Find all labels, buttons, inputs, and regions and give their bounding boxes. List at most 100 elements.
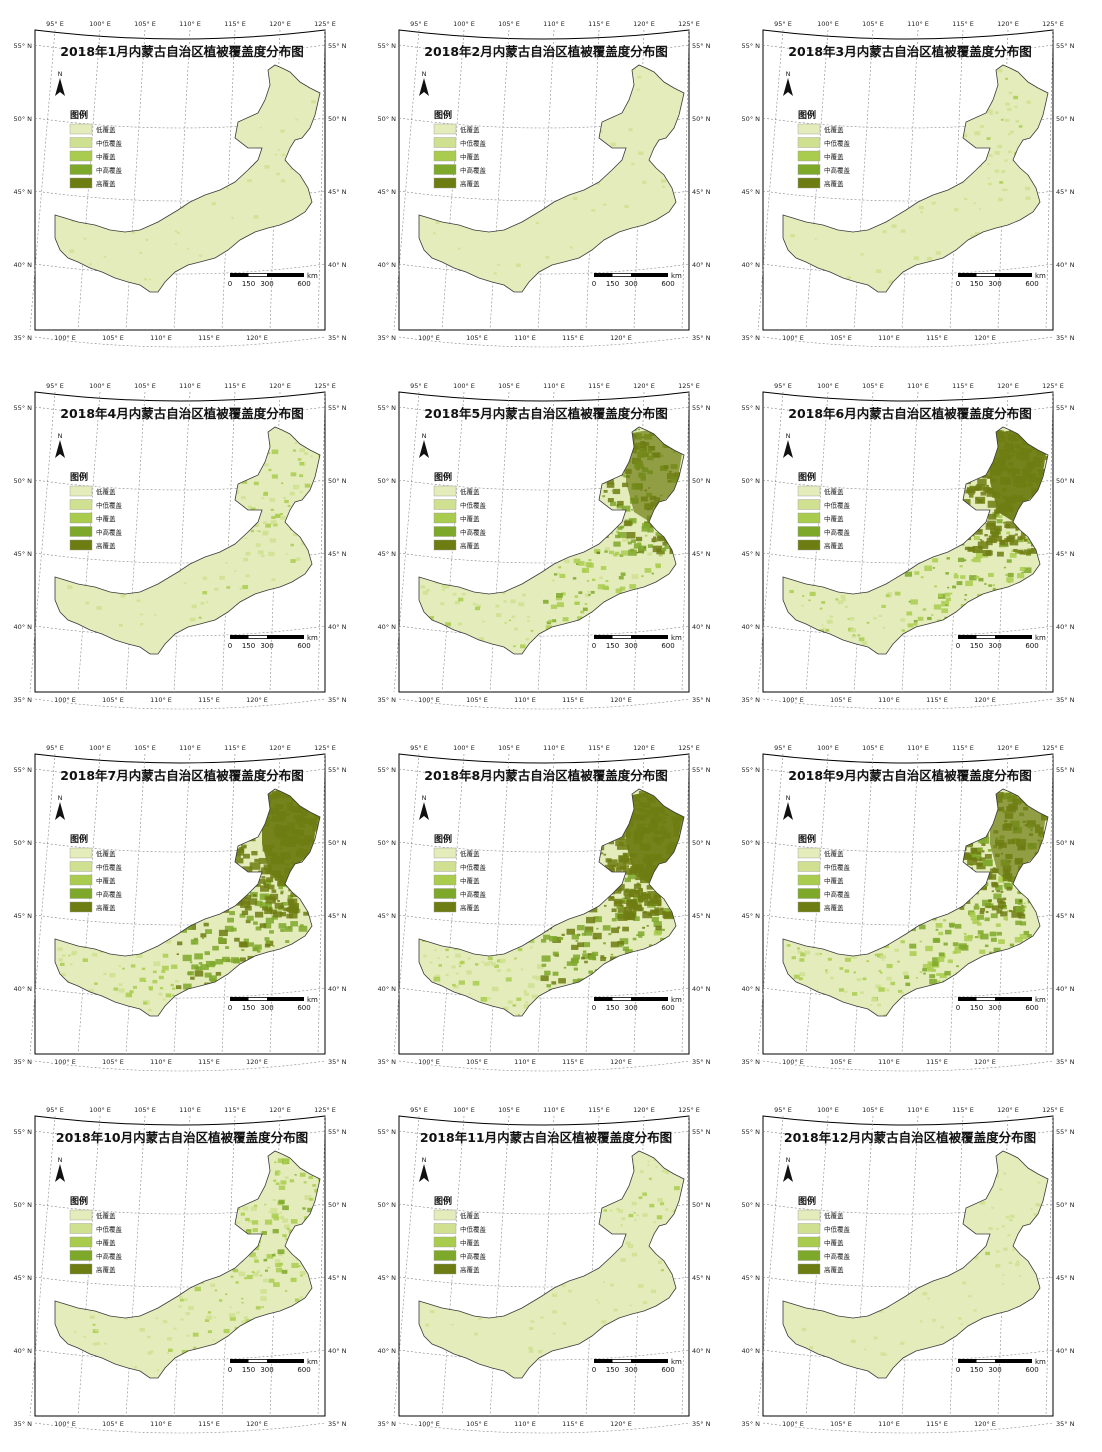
scale-label: 0 xyxy=(228,1366,232,1374)
lon-label-top: 105° E xyxy=(498,20,520,28)
lat-label-right: 40° N xyxy=(692,623,711,631)
lat-label-right: 55° N xyxy=(1056,42,1075,50)
lon-label-bottom: 105° E xyxy=(102,696,124,704)
north-label: N xyxy=(786,432,791,440)
legend-label: 中高覆盖 xyxy=(824,1252,851,1261)
north-arrow-icon: N xyxy=(55,1156,65,1182)
scale-label: 600 xyxy=(297,280,310,288)
map-title: 2018年7月内蒙古自治区植被覆盖度分布图 xyxy=(60,768,304,783)
lon-label-bottom: 115° E xyxy=(562,696,584,704)
legend-label: 中覆盖 xyxy=(460,514,480,523)
lon-label-top: 125° E xyxy=(314,20,336,28)
scale-label: 600 xyxy=(661,642,674,650)
lat-label-right: 45° N xyxy=(1056,550,1075,558)
lat-label-left: 45° N xyxy=(742,912,761,920)
region-outline xyxy=(782,788,1049,1017)
legend-label: 中低覆盖 xyxy=(460,139,487,148)
lat-label-left: 35° N xyxy=(14,1420,33,1428)
legend-swatch xyxy=(797,1250,821,1261)
region-outline xyxy=(782,426,1049,655)
lat-label-left: 50° N xyxy=(378,115,397,123)
lon-label-bottom: 115° E xyxy=(198,696,220,704)
lat-label-right: 35° N xyxy=(1056,334,1075,342)
legend-swatch xyxy=(69,499,93,510)
region-fill xyxy=(783,65,1048,292)
lat-label-left: 50° N xyxy=(14,477,33,485)
lat-label-left: 40° N xyxy=(742,985,761,993)
lon-label-bottom: 110° E xyxy=(878,1058,900,1066)
lon-label-top: 125° E xyxy=(1042,382,1064,390)
lon-label-bottom: 110° E xyxy=(150,1420,172,1428)
scale-label: 300 xyxy=(988,1004,1001,1012)
lon-label-top: 110° E xyxy=(543,744,565,752)
lat-label-right: 55° N xyxy=(328,404,347,412)
lon-label-bottom: 105° E xyxy=(102,334,124,342)
lat-label-left: 35° N xyxy=(14,1058,33,1066)
legend-swatch xyxy=(797,499,821,510)
map-title: 2018年4月内蒙古自治区植被覆盖度分布图 xyxy=(60,406,304,421)
map-panel-month-12: 2018年12月内蒙古自治区植被覆盖度分布图 N 图例 低覆盖 中低覆盖 中覆盖 中高覆盖高… xyxy=(728,1096,1092,1452)
lat-label-right: 40° N xyxy=(328,261,347,269)
scale-label: 300 xyxy=(988,280,1001,288)
lon-label-top: 115° E xyxy=(224,1106,246,1114)
legend-label: 中低覆盖 xyxy=(460,1225,487,1234)
lon-label-top: 125° E xyxy=(314,382,336,390)
lon-label-top: 110° E xyxy=(907,744,929,752)
map-title: 2018年10月内蒙古自治区植被覆盖度分布图 xyxy=(56,1130,308,1145)
lat-label-left: 35° N xyxy=(742,1058,761,1066)
lon-label-top: 110° E xyxy=(907,20,929,28)
lon-label-top: 120° E xyxy=(269,382,291,390)
lat-label-right: 35° N xyxy=(692,1420,711,1428)
lat-label-left: 50° N xyxy=(14,115,33,123)
north-arrow-icon: N xyxy=(419,1156,429,1182)
lat-label-left: 40° N xyxy=(378,1347,397,1355)
lon-label-top: 105° E xyxy=(498,382,520,390)
legend-label: 低覆盖 xyxy=(824,1211,844,1220)
lon-label-top: 120° E xyxy=(269,744,291,752)
lat-label-left: 45° N xyxy=(378,188,397,196)
region-outline xyxy=(418,788,685,1017)
map-panel-month-3: 2018年3月内蒙古自治区植被覆盖度分布图 N 图例 低覆盖 中低覆盖 中覆盖 中高覆盖 高覆… xyxy=(728,10,1092,366)
scale-label: 150 xyxy=(606,1004,619,1012)
lon-label-top: 110° E xyxy=(907,382,929,390)
lat-label-left: 50° N xyxy=(378,477,397,485)
map-title: 2018年8月内蒙古自治区植被覆盖度分布图 xyxy=(424,768,668,783)
scale-label: 600 xyxy=(661,1004,674,1012)
legend-swatch xyxy=(433,137,457,148)
legend-swatch xyxy=(433,123,457,135)
lat-label-left: 40° N xyxy=(14,985,33,993)
lat-label-left: 50° N xyxy=(378,1201,397,1209)
legend-label: 中高覆盖 xyxy=(824,166,851,175)
legend-swatch xyxy=(69,150,93,162)
lon-label-top: 95° E xyxy=(774,20,792,28)
lat-label-left: 55° N xyxy=(378,404,397,412)
lon-label-bottom: 105° E xyxy=(102,1420,124,1428)
lon-label-bottom: 100° E xyxy=(782,696,804,704)
lon-label-top: 125° E xyxy=(678,744,700,752)
lon-label-top: 100° E xyxy=(89,1106,111,1114)
lat-label-right: 45° N xyxy=(1056,912,1075,920)
legend-label: 低覆盖 xyxy=(824,849,844,858)
map-title: 2018年3月内蒙古自治区植被覆盖度分布图 xyxy=(788,44,1032,59)
lon-label-bottom: 110° E xyxy=(878,334,900,342)
legend-swatch xyxy=(69,164,93,175)
lon-label-bottom: 100° E xyxy=(54,1058,76,1066)
lat-label-right: 40° N xyxy=(328,1347,347,1355)
legend-swatch xyxy=(433,1250,457,1261)
north-arrow-icon: N xyxy=(55,794,65,820)
lat-label-right: 55° N xyxy=(692,42,711,50)
scale-label: 300 xyxy=(988,642,1001,650)
lon-label-top: 95° E xyxy=(774,382,792,390)
north-label: N xyxy=(786,1156,791,1164)
lat-label-right: 35° N xyxy=(1056,1420,1075,1428)
legend-swatch xyxy=(797,512,821,524)
legend-label: 高覆盖 xyxy=(96,1265,116,1274)
scale-label: 0 xyxy=(592,1004,596,1012)
lon-label-top: 120° E xyxy=(633,20,655,28)
lon-label-top: 120° E xyxy=(633,1106,655,1114)
legend-label: 高覆盖 xyxy=(96,541,116,550)
north-arrow-icon: N xyxy=(783,1156,793,1182)
